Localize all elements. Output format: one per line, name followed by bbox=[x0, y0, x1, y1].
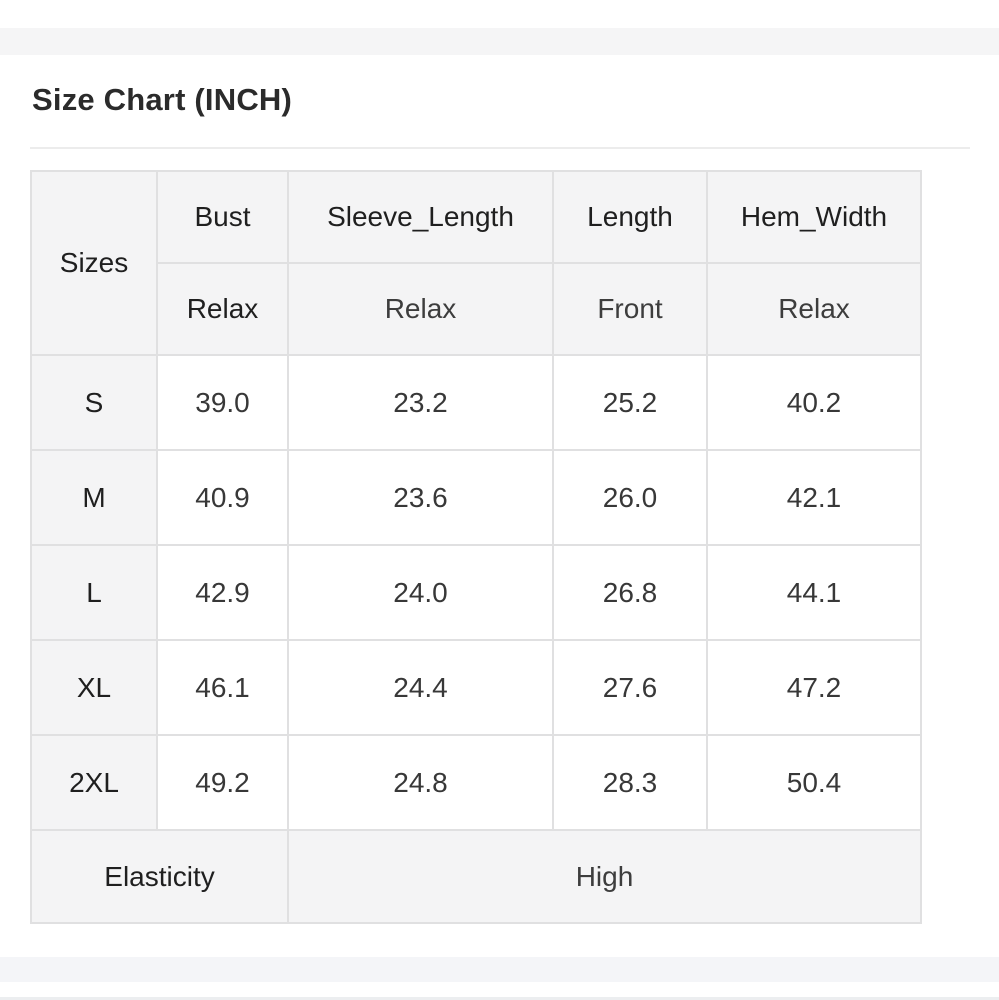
header-sizes: Sizes bbox=[30, 170, 158, 356]
subheader-bust-relax: Relax bbox=[156, 262, 289, 356]
cell-value: 24.0 bbox=[287, 544, 554, 641]
header-bust: Bust bbox=[156, 170, 289, 264]
header-sleeve-length: Sleeve_Length bbox=[287, 170, 554, 264]
cell-value: 40.2 bbox=[706, 354, 922, 451]
header-row-sub: Relax Relax Front Relax bbox=[31, 262, 922, 356]
cell-value: 26.8 bbox=[552, 544, 708, 641]
cell-value: 40.9 bbox=[156, 449, 289, 546]
size-label: M bbox=[30, 449, 158, 546]
bottom-divider-line bbox=[0, 997, 999, 1000]
cell-value: 47.2 bbox=[706, 639, 922, 736]
subheader-sleeve-relax: Relax bbox=[287, 262, 554, 356]
cell-value: 25.2 bbox=[552, 354, 708, 451]
header-length: Length bbox=[552, 170, 708, 264]
cell-value: 23.2 bbox=[287, 354, 554, 451]
top-divider-band bbox=[0, 28, 999, 55]
page-title: Size Chart (INCH) bbox=[32, 82, 293, 117]
cell-value: 24.8 bbox=[287, 734, 554, 831]
cell-value: 42.1 bbox=[706, 449, 922, 546]
cell-value: 28.3 bbox=[552, 734, 708, 831]
cell-value: 23.6 bbox=[287, 449, 554, 546]
table-row-s: S 39.0 23.2 25.2 40.2 bbox=[30, 354, 922, 451]
cell-value: 26.0 bbox=[552, 449, 708, 546]
header-row-main: Sizes Bust Sleeve_Length Length Hem_Widt… bbox=[30, 170, 922, 356]
size-label: 2XL bbox=[30, 734, 158, 831]
cell-value: 50.4 bbox=[706, 734, 922, 831]
table-row-m: M 40.9 23.6 26.0 42.1 bbox=[30, 449, 922, 546]
size-label: S bbox=[30, 354, 158, 451]
size-label: L bbox=[30, 544, 158, 641]
cell-value: 42.9 bbox=[156, 544, 289, 641]
cell-value: 46.1 bbox=[156, 639, 289, 736]
cell-value: 49.2 bbox=[156, 734, 289, 831]
table-row-xl: XL 46.1 24.4 27.6 47.2 bbox=[30, 639, 922, 736]
title-divider-line bbox=[30, 147, 970, 149]
elasticity-row: Elasticity High bbox=[30, 829, 922, 924]
size-chart-table: Sizes Bust Sleeve_Length Length Hem_Widt… bbox=[30, 170, 922, 924]
size-label: XL bbox=[30, 639, 158, 736]
bottom-divider-band bbox=[0, 957, 999, 982]
table-row-2xl: 2XL 49.2 24.8 28.3 50.4 bbox=[30, 734, 922, 831]
header-hem-width: Hem_Width bbox=[706, 170, 922, 264]
cell-value: 24.4 bbox=[287, 639, 554, 736]
elasticity-value: High bbox=[287, 829, 922, 924]
elasticity-label: Elasticity bbox=[30, 829, 289, 924]
table-row-l: L 42.9 24.0 26.8 44.1 bbox=[30, 544, 922, 641]
cell-value: 27.6 bbox=[552, 639, 708, 736]
cell-value: 44.1 bbox=[706, 544, 922, 641]
subheader-hem-relax: Relax bbox=[706, 262, 922, 356]
subheader-length-front: Front bbox=[552, 262, 708, 356]
cell-value: 39.0 bbox=[156, 354, 289, 451]
